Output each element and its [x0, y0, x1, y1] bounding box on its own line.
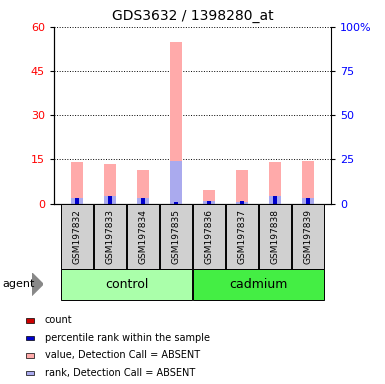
Text: GSM197833: GSM197833	[105, 209, 114, 264]
Bar	[26, 318, 35, 323]
Bar	[108, 203, 112, 204]
Bar	[108, 196, 112, 204]
Bar	[306, 198, 310, 204]
Text: GSM197837: GSM197837	[238, 209, 246, 264]
Text: cadmium: cadmium	[229, 278, 288, 291]
Bar	[226, 204, 258, 269]
Bar	[71, 198, 83, 204]
Bar	[141, 203, 145, 204]
Text: GSM197834: GSM197834	[139, 209, 147, 263]
Bar	[273, 203, 277, 204]
Text: agent: agent	[2, 279, 34, 289]
Bar	[160, 204, 192, 269]
Bar	[259, 204, 291, 269]
Bar	[302, 198, 314, 204]
Bar	[26, 353, 35, 358]
Text: GSM197832: GSM197832	[72, 209, 82, 263]
Bar	[273, 196, 277, 204]
Text: GSM197839: GSM197839	[303, 209, 313, 264]
Bar	[127, 204, 159, 269]
Bar	[137, 198, 149, 204]
Text: GSM197835: GSM197835	[171, 209, 181, 264]
Bar	[193, 204, 225, 269]
Bar	[292, 204, 324, 269]
Bar	[75, 203, 79, 204]
Bar	[170, 161, 182, 204]
Text: GSM197836: GSM197836	[204, 209, 214, 264]
Text: value, Detection Call = ABSENT: value, Detection Call = ABSENT	[45, 350, 200, 360]
Text: GSM197838: GSM197838	[271, 209, 280, 264]
Text: count: count	[45, 315, 72, 325]
Bar	[207, 203, 211, 204]
Title: GDS3632 / 1398280_at: GDS3632 / 1398280_at	[112, 9, 273, 23]
Bar	[61, 204, 93, 269]
Bar	[174, 203, 178, 204]
Text: control: control	[105, 278, 148, 291]
Bar	[193, 269, 324, 300]
Bar	[170, 41, 182, 204]
Bar	[203, 201, 215, 204]
Bar	[236, 202, 248, 204]
Bar	[104, 196, 116, 204]
Bar	[203, 190, 215, 204]
Bar	[174, 202, 178, 204]
Bar	[71, 162, 83, 204]
Text: percentile rank within the sample: percentile rank within the sample	[45, 333, 210, 343]
Bar	[236, 170, 248, 204]
Bar	[240, 200, 244, 204]
Bar	[240, 203, 244, 204]
Bar	[26, 336, 35, 340]
Bar	[61, 269, 192, 300]
Bar	[26, 371, 35, 375]
Bar	[94, 204, 126, 269]
Bar	[306, 203, 310, 204]
Bar	[104, 164, 116, 204]
Text: rank, Detection Call = ABSENT: rank, Detection Call = ABSENT	[45, 368, 195, 378]
Bar	[75, 198, 79, 204]
Bar	[141, 198, 145, 204]
Bar	[269, 162, 281, 204]
Bar	[302, 161, 314, 204]
Bar	[207, 200, 211, 204]
Bar	[269, 196, 281, 204]
Polygon shape	[32, 273, 43, 296]
Bar	[137, 170, 149, 204]
